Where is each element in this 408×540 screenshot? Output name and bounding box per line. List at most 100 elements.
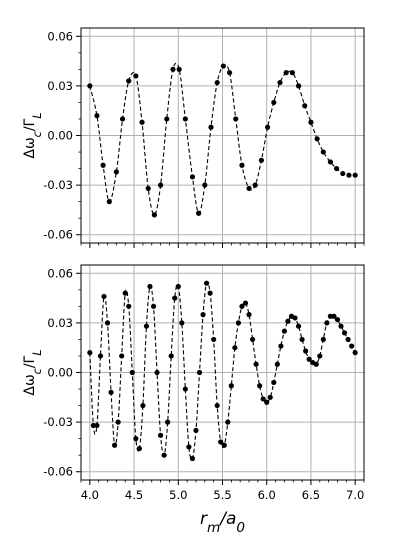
data-point	[267, 394, 273, 400]
x-tick-label: 7.0	[346, 488, 364, 502]
y-tick-label: -0.06	[43, 228, 73, 242]
x-tick-label: 5.0	[169, 488, 187, 502]
y-tick-label: 0.00	[47, 129, 73, 143]
data-point	[218, 439, 224, 445]
data-point	[154, 369, 160, 376]
data-point	[314, 136, 320, 142]
data-point	[129, 369, 135, 376]
y-tick-label: 0.03	[47, 79, 73, 93]
data-point	[228, 383, 234, 389]
data-point	[239, 162, 245, 168]
data-point	[147, 283, 153, 290]
y-tick-label: -0.03	[43, 178, 73, 192]
data-point	[302, 103, 308, 109]
data-point	[281, 328, 288, 334]
data-point	[260, 396, 266, 402]
x-tick-label: 6.0	[258, 488, 276, 502]
bottom-panel-ticks: 4.0 4.5 5.0 5.5 6.0 6.5 7.0 0.06 0.03 0.00 -0.03 -0…	[43, 266, 365, 502]
data-point	[113, 169, 119, 175]
data-point	[182, 386, 188, 392]
data-point	[172, 295, 178, 301]
data-point	[140, 402, 146, 409]
data-point	[104, 320, 111, 326]
data-point	[211, 336, 217, 343]
data-point	[299, 336, 305, 343]
data-point	[303, 348, 309, 354]
data-point	[320, 149, 326, 155]
data-point	[226, 70, 233, 76]
data-point	[108, 389, 114, 395]
data-point	[168, 353, 174, 359]
data-point	[338, 323, 344, 329]
data-point	[246, 185, 252, 192]
data-point	[175, 283, 181, 290]
data-point	[271, 379, 277, 386]
data-point	[119, 353, 125, 359]
data-point	[232, 345, 238, 351]
data-point	[182, 116, 188, 122]
data-point	[352, 350, 358, 356]
x-tick-label: 6.5	[302, 488, 320, 502]
data-point	[341, 330, 348, 336]
data-point	[252, 182, 258, 188]
data-point	[292, 315, 298, 321]
data-point	[295, 323, 302, 329]
data-point	[87, 83, 93, 89]
data-point	[221, 442, 227, 448]
data-point	[295, 83, 302, 89]
data-point	[349, 343, 355, 349]
top-panel-series	[87, 62, 358, 218]
data-point	[106, 199, 112, 205]
top-panel-ylabel: Δωc/ΓL	[22, 112, 44, 158]
data-point	[233, 116, 239, 122]
bottom-panel: 4.0 4.5 5.0 5.5 6.0 6.5 7.0 0.06 0.03 0.00 -0.03 -0…	[22, 264, 365, 536]
data-point	[278, 343, 284, 349]
top-panel-grid	[81, 28, 364, 243]
data-point	[176, 66, 182, 72]
data-point	[265, 124, 271, 130]
data-point	[313, 361, 319, 367]
data-point	[334, 316, 341, 323]
bottom-panel-xlabel: rm/a0	[200, 509, 245, 536]
data-point	[196, 210, 202, 216]
data-point	[161, 452, 167, 458]
data-point	[94, 113, 100, 119]
data-point	[235, 320, 242, 326]
data-point	[277, 79, 283, 86]
data-point	[352, 172, 358, 178]
data-point	[112, 442, 118, 448]
data-point	[333, 165, 340, 172]
data-point	[94, 422, 100, 429]
y-tick-label: -0.06	[43, 465, 73, 479]
data-point	[289, 70, 295, 76]
data-point	[246, 312, 252, 318]
data-point	[324, 320, 330, 326]
data-point	[126, 78, 132, 84]
data-point	[225, 419, 231, 425]
x-tick-label: 4.5	[125, 488, 143, 502]
data-point	[346, 172, 352, 178]
data-point	[122, 290, 128, 296]
data-point	[157, 182, 164, 188]
data-point	[283, 70, 289, 76]
data-point	[165, 419, 171, 425]
data-point	[257, 383, 263, 389]
data-point	[207, 290, 213, 296]
bottom-panel-series	[87, 280, 358, 462]
top-panel-ticks: 0.06 0.03 0.00 -0.03 -0.06	[43, 29, 365, 248]
data-point	[133, 73, 139, 79]
top-panel: 0.06 0.03 0.00 -0.03 -0.06 Δωc/ΓL	[22, 27, 365, 248]
data-point	[133, 436, 139, 442]
data-point	[327, 159, 333, 165]
data-point	[143, 323, 150, 329]
data-point	[126, 303, 132, 309]
data-point	[220, 63, 226, 69]
data-point	[115, 419, 121, 425]
data-point	[274, 361, 280, 367]
y-tick-label: 0.06	[47, 29, 73, 43]
data-point	[285, 318, 291, 324]
data-point	[170, 66, 176, 72]
y-tick-label: 0.06	[47, 266, 73, 280]
